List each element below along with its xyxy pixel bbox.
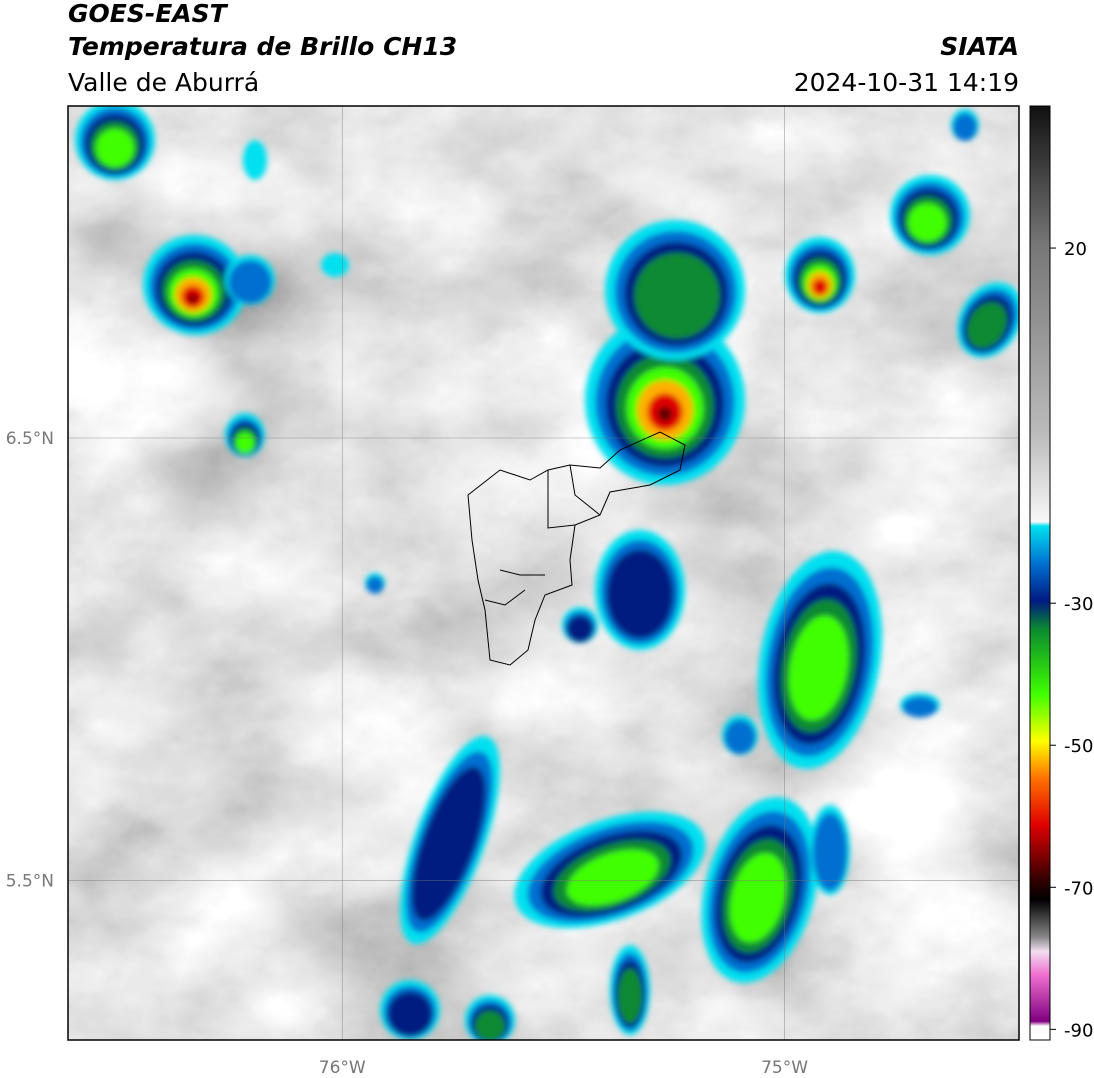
cloud-layer (566, 615, 594, 643)
cloud-layer (966, 302, 1008, 349)
cloud-layer (952, 113, 978, 141)
map-frame (67, 105, 1020, 1041)
cloud-layer (606, 549, 674, 639)
source: SIATA (940, 32, 1019, 61)
colorbar-tick-label: -30 (1064, 594, 1093, 615)
cloud-layer (634, 252, 720, 339)
cloud-layer (729, 853, 787, 943)
cloud-layer (902, 696, 938, 718)
cloud-layer (474, 1010, 506, 1040)
title: GOES-EAST (68, 0, 229, 28)
cloud-layer (95, 128, 135, 168)
imagery (68, 106, 1019, 1040)
datetime: 2024-10-31 14:19 (794, 68, 1019, 97)
cloud-layer (788, 615, 849, 721)
cloud-layer (724, 719, 756, 755)
colorbar (1029, 105, 1051, 1041)
colorbar-tick-label: -90 (1064, 1020, 1093, 1041)
colorbar-tick-label: -70 (1064, 878, 1093, 899)
x-tick-label: 76°W (319, 1058, 366, 1078)
grid (68, 106, 1019, 1040)
cloud-layer (243, 140, 267, 180)
cloud-layer (235, 432, 255, 454)
colorbar-tick-label: 20 (1064, 239, 1087, 260)
cloud-layer (812, 278, 828, 296)
municipality-borders (467, 431, 686, 666)
y-tick-label: 6.5°N (6, 429, 54, 449)
cloud-layer (321, 253, 349, 277)
cloud-layer (187, 294, 198, 304)
clouds (75, 106, 1019, 1040)
cloud-layer (617, 968, 643, 1024)
colorbar-tick-label: -50 (1064, 736, 1093, 757)
x-tick-label: 75°W (761, 1058, 808, 1078)
cloud-layer (657, 406, 673, 422)
region: Valle de Aburrá (68, 68, 259, 97)
cloud-layer (228, 260, 272, 304)
subtitle: Temperatura de Brillo CH13 (68, 32, 457, 61)
cloud-layer (366, 576, 384, 594)
cloud-layer (812, 812, 848, 892)
y-tick-label: 5.5°N (6, 872, 54, 892)
cloud-layer (387, 991, 433, 1037)
cloud-layer (566, 849, 659, 906)
cloud-layer (908, 203, 947, 242)
cloud-layer (411, 766, 486, 921)
